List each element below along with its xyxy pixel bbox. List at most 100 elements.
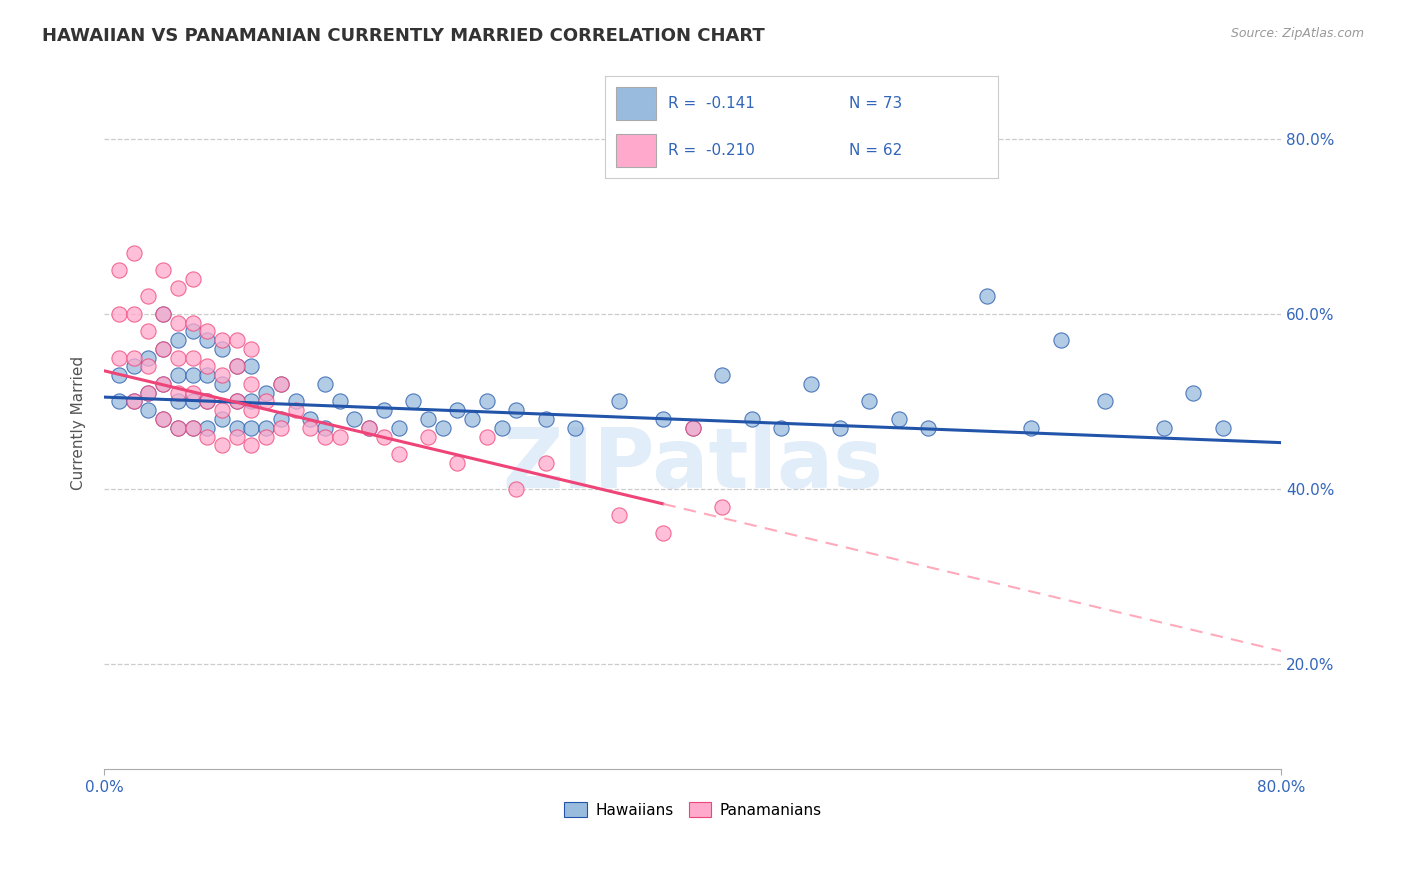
Point xyxy=(181,368,204,383)
Point xyxy=(211,376,233,391)
Point xyxy=(505,482,527,496)
Point xyxy=(167,351,190,365)
Point xyxy=(711,500,734,514)
Point xyxy=(741,412,763,426)
Point xyxy=(270,376,292,391)
Point xyxy=(167,394,190,409)
Point xyxy=(534,412,557,426)
Point xyxy=(181,272,204,286)
Point xyxy=(181,351,204,365)
Point xyxy=(181,421,204,435)
Point xyxy=(211,412,233,426)
FancyBboxPatch shape xyxy=(616,87,655,120)
Point xyxy=(122,394,145,409)
Point xyxy=(329,429,352,443)
Point xyxy=(270,376,292,391)
Point xyxy=(432,421,454,435)
Text: Source: ZipAtlas.com: Source: ZipAtlas.com xyxy=(1230,27,1364,40)
Point xyxy=(475,429,498,443)
Point xyxy=(138,351,160,365)
Point xyxy=(167,333,190,347)
Point xyxy=(138,359,160,374)
Point xyxy=(446,456,468,470)
Point xyxy=(138,325,160,339)
Point xyxy=(167,368,190,383)
Point xyxy=(416,412,439,426)
Y-axis label: Currently Married: Currently Married xyxy=(72,356,86,491)
Point xyxy=(314,421,336,435)
Point xyxy=(108,351,131,365)
Point xyxy=(917,421,939,435)
Point xyxy=(211,438,233,452)
Point xyxy=(225,333,247,347)
Point xyxy=(1153,421,1175,435)
Point xyxy=(534,456,557,470)
Text: R =  -0.210: R = -0.210 xyxy=(668,144,755,158)
Point xyxy=(152,342,174,356)
Point xyxy=(167,385,190,400)
Point xyxy=(1094,394,1116,409)
Point xyxy=(828,421,851,435)
Point xyxy=(181,421,204,435)
Point xyxy=(195,394,218,409)
Point xyxy=(167,280,190,294)
Point xyxy=(122,351,145,365)
Point xyxy=(225,394,247,409)
Point xyxy=(225,421,247,435)
Point xyxy=(254,429,277,443)
Point xyxy=(607,394,630,409)
Point xyxy=(122,359,145,374)
Point xyxy=(329,394,352,409)
Point xyxy=(195,333,218,347)
Point xyxy=(402,394,425,409)
Point xyxy=(195,325,218,339)
Point xyxy=(195,429,218,443)
Point xyxy=(138,385,160,400)
Point xyxy=(270,421,292,435)
Point xyxy=(254,394,277,409)
Point xyxy=(799,376,821,391)
Point xyxy=(181,394,204,409)
Point xyxy=(122,307,145,321)
Point xyxy=(682,421,704,435)
Point xyxy=(270,412,292,426)
Point xyxy=(299,421,322,435)
Point xyxy=(167,421,190,435)
Point xyxy=(152,376,174,391)
Point xyxy=(1182,385,1205,400)
Point xyxy=(299,412,322,426)
Point xyxy=(138,403,160,417)
Legend: Hawaiians, Panamanians: Hawaiians, Panamanians xyxy=(558,796,827,824)
Point xyxy=(225,429,247,443)
Point xyxy=(373,403,395,417)
Point xyxy=(167,316,190,330)
FancyBboxPatch shape xyxy=(616,135,655,167)
Text: N = 62: N = 62 xyxy=(849,144,901,158)
Point xyxy=(225,359,247,374)
Point xyxy=(240,394,263,409)
Point xyxy=(858,394,880,409)
Point xyxy=(446,403,468,417)
Point xyxy=(138,385,160,400)
Text: ZIPatlas: ZIPatlas xyxy=(502,425,883,506)
Point xyxy=(607,508,630,523)
Point xyxy=(887,412,910,426)
Point xyxy=(416,429,439,443)
Point xyxy=(181,325,204,339)
Text: HAWAIIAN VS PANAMANIAN CURRENTLY MARRIED CORRELATION CHART: HAWAIIAN VS PANAMANIAN CURRENTLY MARRIED… xyxy=(42,27,765,45)
Point xyxy=(564,421,586,435)
Point xyxy=(711,368,734,383)
Point xyxy=(1212,421,1234,435)
Point xyxy=(152,342,174,356)
Point xyxy=(682,421,704,435)
Point xyxy=(195,359,218,374)
Point xyxy=(373,429,395,443)
Point xyxy=(108,368,131,383)
Point xyxy=(491,421,513,435)
Point xyxy=(152,412,174,426)
Point xyxy=(211,342,233,356)
Point xyxy=(359,421,381,435)
Point xyxy=(108,394,131,409)
Point xyxy=(108,307,131,321)
Point xyxy=(343,412,366,426)
